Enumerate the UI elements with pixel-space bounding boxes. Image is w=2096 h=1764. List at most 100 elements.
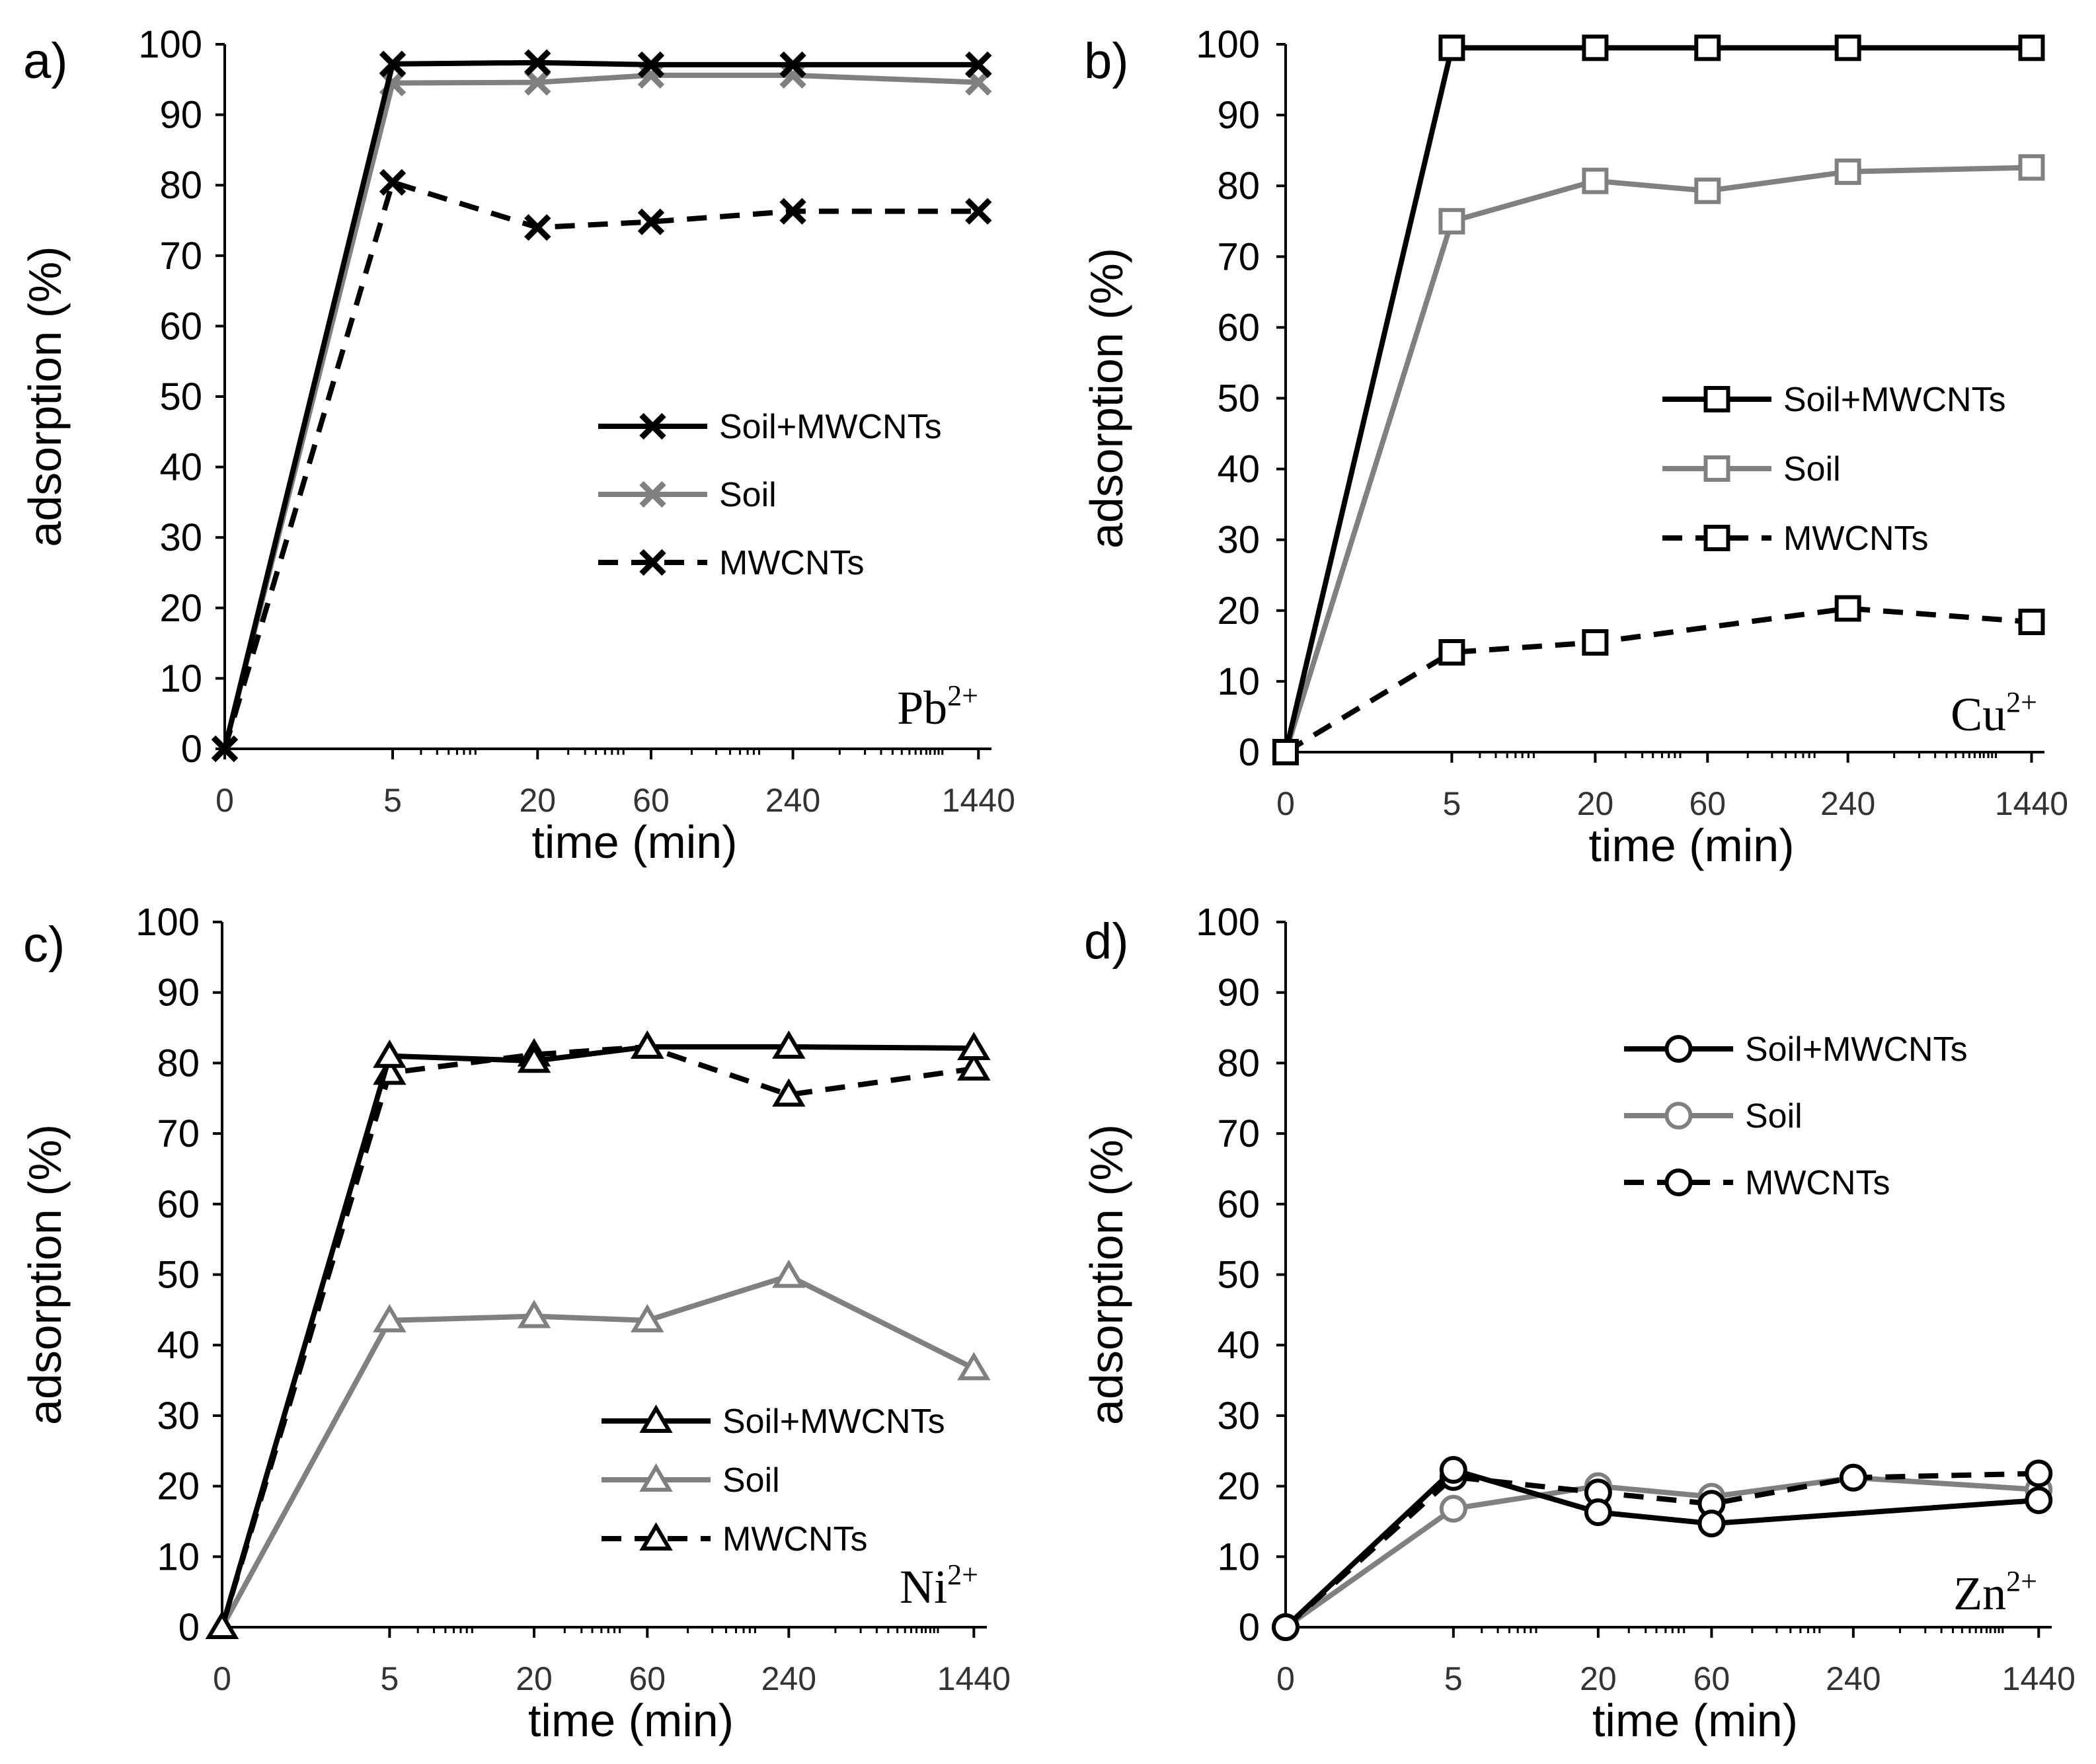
series-line: [222, 72, 979, 749]
legend-label: Soil: [1783, 450, 1841, 488]
y-tick-label: 60: [1217, 1183, 1260, 1226]
x-tick-label: 0: [213, 1660, 231, 1697]
y-tick-label: 40: [159, 446, 202, 489]
x-tick-label: 240: [761, 1660, 816, 1697]
data-point: [772, 1030, 806, 1059]
series-line: [1284, 605, 2032, 755]
series-soil: [1272, 1463, 2053, 1641]
legend: Soil+MWCNTs Soil MWCNTs: [1662, 381, 2006, 558]
data-point: [637, 61, 665, 89]
data-point: [2018, 34, 2045, 61]
x-tick-label: 5: [1443, 785, 1461, 822]
x-axis-title: time (min): [1592, 1695, 1798, 1746]
series-mwcnts: [1272, 595, 2045, 765]
data-point: [1834, 34, 1861, 61]
y-tick-label: 80: [1217, 1042, 1260, 1085]
x-tick-label: 1440: [942, 782, 1015, 819]
y-tick-label: 50: [159, 375, 202, 418]
data-point: [779, 198, 806, 225]
chart-panel-d: 0 10 20 30 40 50 60 70 80 90 100 0 5 20 60 240 1440 time …: [1081, 901, 2076, 1746]
legend-label: Soil+MWCNTs: [1745, 1030, 1968, 1069]
legend-label: Soil: [722, 1461, 780, 1500]
legend-marker: [1664, 1035, 1693, 1063]
y-tick-label: 70: [1217, 1112, 1260, 1155]
data-point: [2018, 608, 2045, 635]
x-tick-label: 5: [1444, 1660, 1463, 1697]
y-tick-label: 30: [1217, 1395, 1260, 1438]
legend: Soil+MWCNTs Soil MWCNTs: [602, 1402, 945, 1558]
series-soil: [1272, 154, 2045, 765]
series-soil-mwcnts: [1272, 34, 2045, 765]
x-tick-label: 20: [1580, 1660, 1617, 1697]
y-axis-title: adsorption (%): [1081, 1124, 1132, 1425]
legend-label: MWCNTs: [719, 544, 865, 582]
y-tick-label: 10: [1217, 1535, 1260, 1578]
series-line: [1283, 165, 2032, 753]
panel-label: d): [1084, 913, 1129, 970]
y-axis-title: adsorption (%): [19, 246, 71, 547]
y-tick-label: 50: [157, 1254, 200, 1297]
legend-marker: [1664, 1169, 1693, 1196]
x-tick-label: 1440: [1995, 785, 2068, 822]
legend-marker: [639, 1463, 673, 1492]
data-point: [373, 1303, 407, 1332]
x-axis-title: time (min): [528, 1695, 734, 1746]
y-tick-label: 70: [1217, 235, 1260, 278]
data-point: [957, 1052, 991, 1081]
data-point: [965, 51, 992, 79]
series-line: [219, 1044, 974, 1629]
legend: Soil+MWCNTs Soil MWCNTs: [598, 408, 942, 582]
y-tick-label: 40: [1217, 448, 1260, 491]
x-tick-label: 1440: [937, 1660, 1011, 1697]
legend-marker: [639, 1522, 673, 1551]
x-tick-label: 240: [1820, 785, 1875, 822]
x-axis-title: time (min): [1588, 820, 1794, 871]
y-tick-label: 60: [157, 1183, 200, 1226]
legend-marker: [639, 1404, 673, 1433]
legend-label: Soil+MWCNTs: [1783, 381, 2006, 419]
legend-label: Soil: [719, 476, 777, 514]
data-point: [1582, 167, 1609, 194]
data-point: [373, 1039, 407, 1068]
series-mwcnts: [205, 1030, 991, 1639]
data-point: [631, 1303, 664, 1332]
data-point: [631, 1030, 664, 1059]
data-point: [965, 198, 992, 225]
data-point: [1272, 739, 1299, 765]
data-point: [1438, 34, 1465, 61]
ion-charge: 2+: [2006, 1565, 2037, 1597]
y-tick-label: 90: [1217, 94, 1260, 137]
y-tick-label: 0: [178, 1606, 200, 1649]
y-tick-label: 90: [1217, 972, 1260, 1015]
y-tick-label: 60: [1217, 306, 1260, 349]
data-point: [1834, 595, 1861, 622]
legend-label: Soil+MWCNTs: [719, 408, 942, 446]
data-point: [379, 169, 407, 196]
data-point: [779, 51, 806, 79]
data-point: [524, 213, 551, 241]
y-tick-label: 50: [1217, 377, 1260, 420]
series-line: [219, 1273, 976, 1629]
x-tick-label: 240: [1826, 1660, 1881, 1697]
chart-panel-c: 0 10 20 30 40 50 60 70 80 90 100 0 5 20 60 240 1440 time …: [19, 901, 1011, 1746]
data-point: [517, 1299, 551, 1328]
legend: Soil+MWCNTs Soil MWCNTs: [1624, 1030, 1968, 1202]
y-tick-label: 70: [157, 1112, 200, 1155]
x-tick-label: 5: [380, 1660, 399, 1697]
y-tick-label: 50: [1217, 1254, 1260, 1297]
ion-label: Ni2+: [900, 1558, 978, 1613]
y-tick-label: 30: [159, 516, 202, 559]
data-point: [1839, 1463, 1867, 1492]
panel-label: b): [1084, 33, 1129, 89]
panel-label: c): [23, 917, 65, 973]
y-tick-label: 10: [159, 657, 202, 700]
y-tick-label: 100: [1196, 901, 1260, 944]
y-tick-label: 90: [159, 94, 202, 137]
data-point: [1584, 1498, 1612, 1527]
data-point: [1694, 34, 1721, 61]
data-point: [1438, 208, 1465, 235]
y-tick-label: 100: [1196, 23, 1260, 66]
legend-marker: [1703, 455, 1730, 482]
data-point: [524, 49, 551, 76]
legend-marker: [639, 549, 666, 576]
